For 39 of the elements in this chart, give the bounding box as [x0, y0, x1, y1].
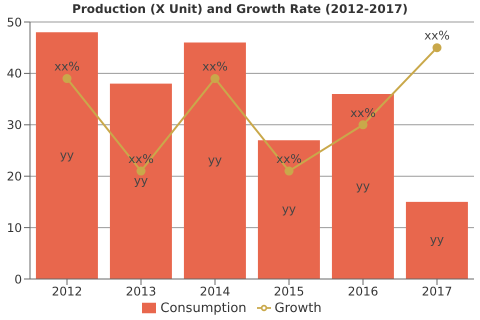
x-tick-label: 2012: [52, 284, 82, 299]
legend-label: Growth: [274, 301, 322, 316]
bar: [406, 202, 468, 279]
legend-label: Consumption: [160, 301, 247, 316]
x-tick-label: 2014: [200, 284, 230, 299]
point: [210, 74, 220, 84]
point: [358, 120, 368, 130]
bar: [110, 84, 172, 279]
point: [136, 166, 146, 176]
chart-title: Production (X Unit) and Growth Rate (2012-2017): [71, 2, 409, 16]
data-label: yy: [356, 178, 370, 193]
y-tick-label: 10: [6, 220, 22, 235]
data-label: xx%: [276, 152, 302, 166]
data-label: yy: [60, 148, 74, 162]
data-label: yy: [208, 153, 222, 168]
x-tick-label: 2016: [348, 284, 378, 299]
bar: [184, 42, 246, 279]
y-tick-label: 0: [14, 272, 22, 286]
point: [284, 166, 294, 176]
bar: [332, 94, 394, 279]
y-tick-label: 40: [6, 66, 22, 81]
data-label: xx%: [350, 106, 376, 120]
data-label: yy: [282, 202, 296, 216]
y-tick-label: 30: [6, 118, 22, 132]
point: [62, 74, 72, 84]
data-label: yy: [134, 174, 148, 188]
data-label: xx%: [54, 60, 80, 74]
y-tick-label: 20: [6, 169, 22, 184]
data-label: xx%: [424, 28, 450, 43]
data-label: yy: [430, 232, 444, 247]
x-tick-label: 2017: [422, 284, 452, 299]
bar: [258, 140, 320, 279]
data-label: xx%: [128, 152, 154, 166]
point: [432, 43, 442, 52]
x-tick-label: 2013: [126, 284, 156, 299]
bar: [36, 32, 98, 279]
y-tick-label: 50: [6, 15, 22, 30]
data-label: xx%: [202, 60, 228, 74]
x-tick-label: 2015: [274, 284, 304, 299]
